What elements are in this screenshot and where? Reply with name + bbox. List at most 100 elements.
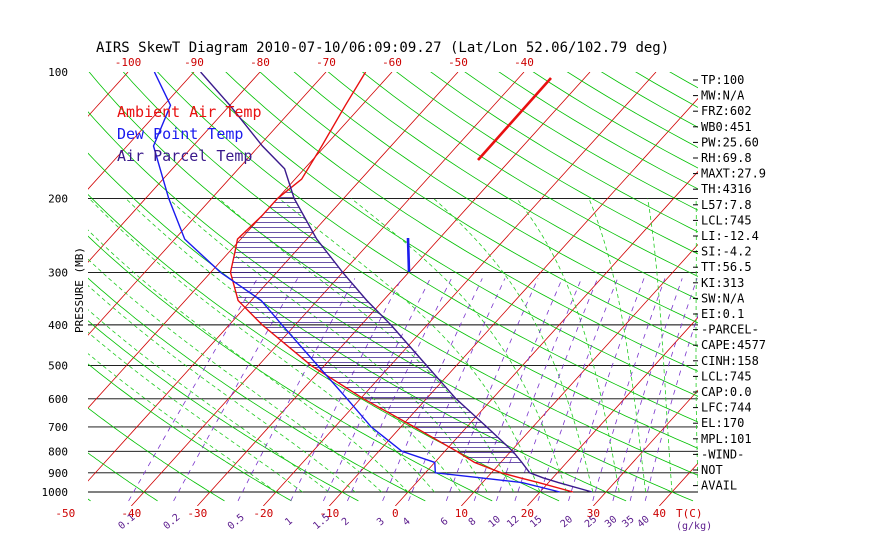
- stat-item: L57:7.8: [701, 198, 752, 212]
- stat-item: LI:-12.4: [701, 229, 759, 243]
- isotherm-line: [197, 72, 591, 506]
- mixing-ratio-line: [496, 278, 582, 502]
- stat-item: LCL:745: [701, 213, 752, 227]
- mixing-ratio-line: [592, 278, 666, 501]
- dry-adiabat-line: [88, 277, 426, 502]
- dry-adiabat-line: [88, 235, 493, 502]
- dew-point-temp-line: [152, 72, 560, 493]
- stat-item: CINH:158: [701, 354, 759, 368]
- mixing-ratio-unit: (g/kg): [676, 521, 712, 532]
- isotherm-line: [131, 72, 525, 506]
- mixing-ratio-line: [514, 278, 598, 502]
- mixing-ratio-tick-label: 0.2: [162, 512, 183, 532]
- stat-item: WB0:451: [701, 120, 752, 134]
- moist-adiabat-line: [516, 198, 620, 493]
- moist-adiabat-line: [647, 198, 673, 493]
- dry-adiabat-line: [361, 72, 698, 277]
- moist-adiabat-line: [168, 198, 488, 493]
- mixing-ratio-line: [568, 278, 645, 502]
- mixing-ratio-tick-label: 35: [620, 514, 636, 530]
- stat-item: SW:N/A: [701, 291, 745, 305]
- legend: Ambient Air Temp Dew Point Temp Air Parcel…: [117, 103, 262, 165]
- stat-item: MAXT:27.9: [701, 167, 766, 181]
- top-temp-tick-label: -40: [514, 56, 534, 69]
- mixing-ratio-line: [408, 278, 506, 502]
- mixing-ratio-tick-label: 20: [559, 514, 575, 530]
- mixing-ratio-tick-label: 4: [401, 516, 413, 528]
- mixing-ratio-line: [347, 278, 452, 502]
- chart-title: AIRS SkewT Diagram 2010-07-10/06:09:09.2…: [96, 40, 669, 56]
- isotherm-line: [263, 72, 657, 506]
- pressure-tick-label: 400: [48, 319, 68, 332]
- stat-item: -WIND-: [701, 447, 744, 461]
- dry-adiabat-line: [498, 72, 698, 190]
- moist-adiabat-line: [350, 198, 567, 493]
- stat-item: FRZ:602: [701, 104, 752, 118]
- dry-adiabat-line: [259, 72, 698, 348]
- stat-item: EI:0.1: [701, 307, 744, 321]
- dry-adiabat-line: [88, 111, 694, 502]
- mixing-ratio-tick-label: 40: [635, 514, 651, 530]
- stat-item: EL:170: [701, 416, 744, 430]
- pressure-tick-label: 700: [48, 421, 68, 434]
- dry-adiabat-line: [396, 72, 698, 255]
- dry-adiabat-line: [88, 407, 225, 502]
- stat-item: AVAIL: [701, 479, 737, 493]
- isotherm-line: [88, 72, 459, 482]
- moist-adiabat-line: [695, 198, 698, 493]
- bottom-temp-tick-label: -40: [121, 507, 141, 520]
- dewpoint-thick-segment: [406, 237, 411, 273]
- bottom-temp-tick-label: 30: [587, 507, 600, 520]
- mixing-ratio-tick-label: 10: [487, 514, 503, 530]
- stat-item: CAP:0.0: [701, 385, 752, 399]
- dry-adiabat-line: [327, 72, 698, 300]
- dry-adiabat-line: [293, 72, 698, 324]
- stat-item: RH:69.8: [701, 151, 752, 165]
- dry-adiabat-line: [225, 72, 698, 372]
- mixing-ratio-line: [644, 313, 698, 501]
- cape-hatching: [230, 192, 522, 463]
- mixing-ratio-tick-label: 6: [439, 516, 451, 528]
- moist-adiabat-line: [88, 229, 409, 493]
- mixing-ratio-line: [382, 278, 483, 502]
- dry-adiabat-line: [669, 72, 698, 89]
- background-grid: [0, 68, 698, 506]
- bottom-temp-tick-label: -30: [187, 507, 207, 520]
- dry-adiabat-line: [88, 152, 627, 502]
- pressure-tick-label: 300: [48, 266, 68, 279]
- mixing-ratio-tick-label: 12: [505, 514, 521, 530]
- dry-adiabat-line: [430, 72, 698, 233]
- stat-item: KI:313: [701, 276, 744, 290]
- stat-item: LCL:745: [701, 369, 752, 383]
- stat-item: MW:N/A: [701, 89, 745, 103]
- pressure-tick-label: 800: [48, 445, 68, 458]
- stat-item: TH:4316: [701, 182, 752, 196]
- dry-adiabat-line: [0, 68, 24, 501]
- mixing-ratio-tick-label: 1: [283, 516, 295, 528]
- air-parcel-temp-line: [200, 72, 593, 493]
- bottom-temp-tick-label: -10: [319, 507, 339, 520]
- dry-adiabat-line: [191, 72, 698, 397]
- x-axis-label: T(C): [676, 507, 703, 520]
- pressure-ticks: 100 200 300 400 500 600 700 800 900 1000: [42, 66, 69, 499]
- bottom-temp-tick-label: -20: [253, 507, 273, 520]
- moist-adiabat-line: [218, 198, 514, 493]
- moist-adiabat-line: [588, 198, 646, 493]
- mixing-ratio-tick-label: 3: [375, 516, 387, 528]
- stat-item: NOT: [701, 463, 723, 477]
- stat-item: -PARCEL-: [701, 323, 759, 337]
- stat-item: TP:100: [701, 73, 744, 87]
- moist-adiabat-line: [88, 285, 356, 493]
- dry-adiabat-line: [88, 363, 292, 502]
- legend-entry: Ambient Air Temp: [117, 103, 262, 121]
- moist-adiabat-line: [88, 353, 277, 493]
- stat-item: PW:25.60: [701, 135, 759, 149]
- moist-adiabat-line: [88, 258, 382, 493]
- isotherm-line: [395, 170, 698, 506]
- stat-item: CAPE:4577: [701, 338, 766, 352]
- isotherm-line: [461, 243, 698, 506]
- mixing-ratio-tick-label: 0.5: [226, 512, 247, 532]
- pressure-tick-label: 200: [48, 192, 68, 205]
- moist-adiabat-line: [278, 198, 541, 493]
